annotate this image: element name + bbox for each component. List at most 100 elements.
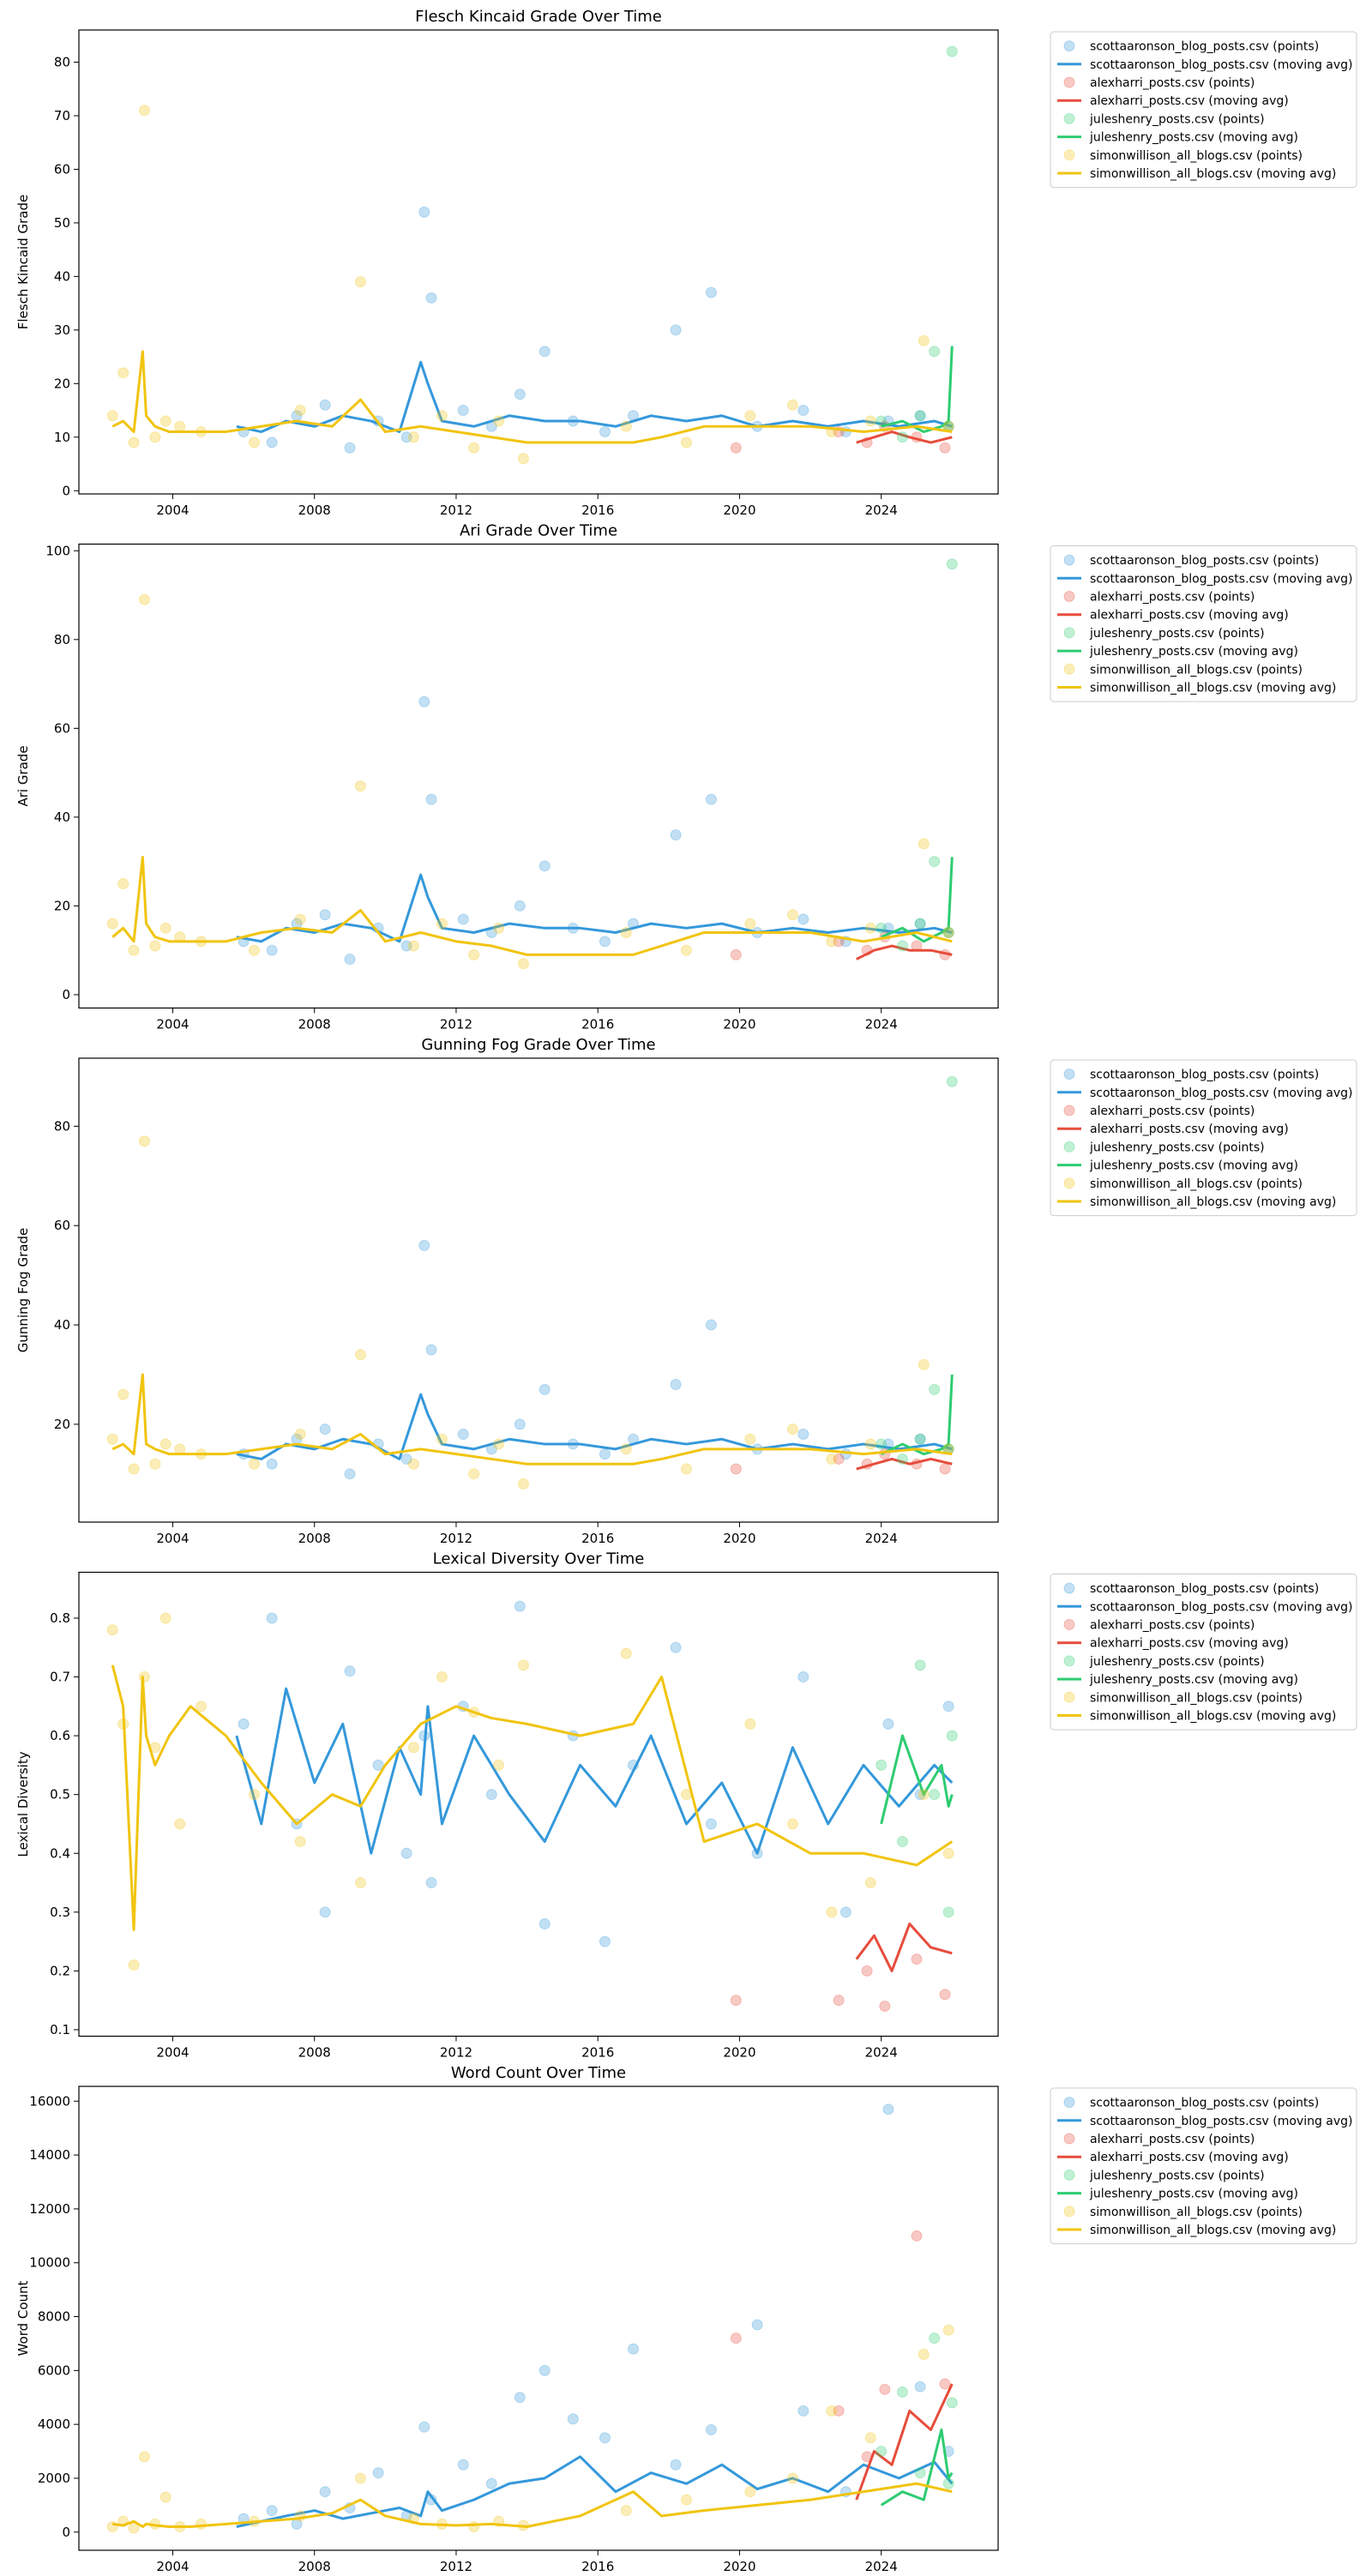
x-tick-label: 2020 bbox=[723, 1531, 755, 1546]
y-tick-label: 0 bbox=[62, 2525, 70, 2540]
axes-frame bbox=[78, 1057, 999, 1523]
point bbox=[344, 1468, 356, 1480]
point bbox=[418, 2421, 430, 2433]
point bbox=[372, 1759, 384, 1771]
y-tick-label: 10000 bbox=[29, 2255, 70, 2271]
legend-frame bbox=[1050, 1574, 1357, 1730]
legend-swatch bbox=[1063, 554, 1075, 566]
point bbox=[833, 2404, 845, 2417]
point bbox=[294, 1836, 306, 1848]
y-tick-label: 30 bbox=[54, 322, 70, 338]
point bbox=[879, 2001, 891, 2013]
point bbox=[400, 1453, 412, 1465]
point bbox=[436, 1671, 448, 1683]
y-tick-label: 2000 bbox=[38, 2471, 70, 2486]
point bbox=[914, 918, 926, 930]
legend-frame bbox=[1050, 545, 1357, 702]
point bbox=[138, 1671, 150, 1683]
y-tick-label: 0.8 bbox=[50, 1610, 70, 1626]
point bbox=[149, 940, 161, 952]
x-tick-label: 2012 bbox=[440, 1017, 472, 1032]
point bbox=[876, 1438, 888, 1450]
legend: scottaaronson_blog_posts.csv (points) sco… bbox=[1050, 1059, 1357, 1217]
point bbox=[174, 420, 186, 432]
point bbox=[468, 442, 480, 454]
point bbox=[911, 2230, 923, 2242]
legend-swatch bbox=[1063, 1655, 1075, 1667]
point bbox=[826, 1906, 838, 1918]
moving-avg-line bbox=[236, 873, 953, 943]
point bbox=[599, 936, 611, 948]
point bbox=[514, 900, 526, 912]
x-tick-label: 2004 bbox=[156, 503, 189, 518]
point bbox=[248, 944, 260, 956]
x-tick-label: 2004 bbox=[156, 2045, 189, 2061]
legend-label: juleshenry_posts.csv (moving avg) bbox=[1089, 645, 1298, 659]
point bbox=[354, 780, 366, 792]
point bbox=[149, 431, 161, 443]
moving-avg-line bbox=[880, 1734, 954, 1825]
axes-frame bbox=[78, 29, 999, 495]
legend-label: scottaaronson_blog_posts.csv (moving avg… bbox=[1090, 1086, 1353, 1100]
x-tick-label: 2008 bbox=[298, 2559, 331, 2573]
point bbox=[514, 1600, 526, 1612]
legend-swatch bbox=[1063, 2097, 1075, 2109]
legend-label: juleshenry_posts.csv (points) bbox=[1089, 1655, 1265, 1669]
point bbox=[539, 346, 551, 358]
point bbox=[425, 1344, 437, 1356]
point bbox=[914, 2467, 926, 2479]
point bbox=[344, 442, 356, 454]
point bbox=[436, 1433, 448, 1445]
point bbox=[138, 2451, 150, 2463]
point bbox=[705, 793, 717, 805]
legend-label: juleshenry_posts.csv (points) bbox=[1089, 627, 1265, 641]
y-tick-label: 0 bbox=[62, 483, 70, 498]
legend-label: scottaaronson_blog_posts.csv (moving avg… bbox=[1090, 2115, 1353, 2128]
point bbox=[266, 1458, 278, 1470]
plot-area bbox=[106, 2104, 958, 2534]
point bbox=[939, 2378, 951, 2390]
point bbox=[372, 2467, 384, 2479]
legend-label: simonwillison_all_blogs.csv (points) bbox=[1090, 663, 1303, 677]
point bbox=[680, 2494, 692, 2506]
point bbox=[705, 2423, 717, 2435]
point bbox=[942, 1700, 954, 1712]
point bbox=[117, 878, 129, 890]
point bbox=[159, 415, 172, 427]
point bbox=[620, 420, 632, 432]
point bbox=[914, 1433, 926, 1445]
x-tick-label: 2016 bbox=[581, 2559, 614, 2573]
point bbox=[896, 1453, 908, 1465]
point bbox=[946, 45, 958, 57]
point bbox=[149, 1458, 161, 1470]
point bbox=[864, 2432, 876, 2444]
y-tick-label: 60 bbox=[54, 161, 70, 177]
y-tick-label: 0.3 bbox=[50, 1905, 70, 1920]
point bbox=[896, 1836, 908, 1848]
y-tick-label: 8000 bbox=[38, 2309, 70, 2325]
legend-frame bbox=[1050, 2087, 1357, 2245]
subplot: Flesch Kincaid Grade Over Time Flesch Kin… bbox=[15, 8, 1357, 518]
legend-swatch bbox=[1063, 1068, 1075, 1080]
point bbox=[918, 1358, 930, 1370]
y-tick-label: 12000 bbox=[29, 2201, 70, 2217]
subplot: Gunning Fog Grade Over Time Gunning Fog G… bbox=[15, 1036, 1357, 1546]
point bbox=[620, 2505, 632, 2517]
point bbox=[705, 1319, 717, 1331]
point bbox=[159, 1612, 172, 1624]
y-tick-label: 0.6 bbox=[50, 1728, 70, 1743]
moving-avg-line bbox=[235, 1687, 954, 1855]
legend-swatch bbox=[1063, 1582, 1075, 1594]
x-tick-label: 2004 bbox=[156, 1531, 189, 1546]
point bbox=[106, 1433, 118, 1445]
legend-swatch bbox=[1063, 112, 1075, 124]
point bbox=[248, 1458, 260, 1470]
point bbox=[493, 1759, 505, 1771]
point bbox=[861, 1965, 873, 1977]
x-tick-label: 2016 bbox=[581, 503, 614, 518]
point bbox=[319, 2486, 331, 2498]
x-tick-label: 2016 bbox=[581, 1017, 614, 1032]
point bbox=[744, 1433, 756, 1445]
point bbox=[914, 1433, 926, 1445]
legend-swatch bbox=[1063, 2206, 1075, 2218]
